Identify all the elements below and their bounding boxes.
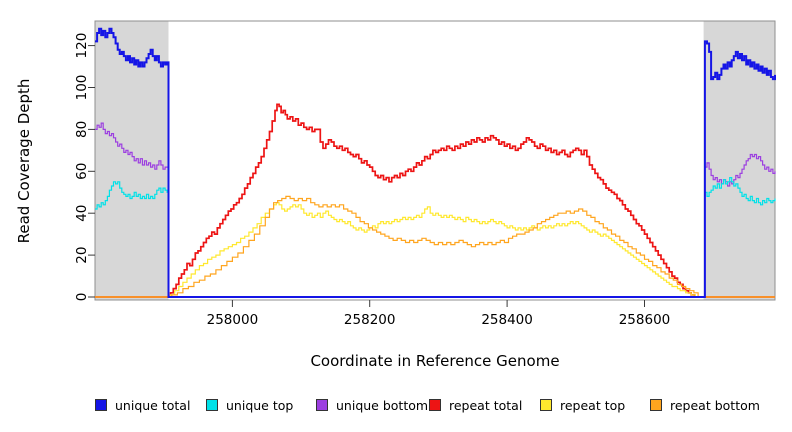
legend-item-unique-top: unique top <box>206 397 293 413</box>
legend-item-repeat-total: repeat total <box>429 397 522 413</box>
legend-swatch-unique-total <box>95 399 107 411</box>
legend-swatch-unique-bottom <box>316 399 328 411</box>
legend-swatch-repeat-top <box>540 399 552 411</box>
unique-region-left <box>95 21 169 300</box>
legend-swatch-unique-top <box>206 399 218 411</box>
legend-item-repeat-top: repeat top <box>540 397 625 413</box>
legend-item-unique-bottom: unique bottom <box>316 397 428 413</box>
x-tick-label: 258000 <box>207 312 259 328</box>
y-axis-title: Read Coverage Depth <box>15 78 33 244</box>
series-repeat-bottom-line <box>95 195 775 298</box>
y-tick-label: 80 <box>74 121 90 138</box>
y-tick-label: 120 <box>74 33 90 59</box>
series-unique-total-line <box>95 27 776 298</box>
legend-label-repeat-bottom: repeat bottom <box>670 397 760 413</box>
legend-label-unique-total: unique total <box>115 397 191 413</box>
y-tick-label: 100 <box>74 75 90 101</box>
legend-swatch-repeat-total <box>429 399 441 411</box>
legend: unique total unique top unique bottom repea… <box>0 397 792 417</box>
x-tick-label: 258200 <box>344 312 396 328</box>
legend-swatch-repeat-bottom <box>650 399 662 411</box>
y-tick-label: 60 <box>74 163 90 180</box>
series-unique-bottom-line <box>95 122 776 298</box>
y-tick-label: 20 <box>74 247 90 264</box>
legend-item-unique-total: unique total <box>95 397 190 413</box>
x-tick-label: 258400 <box>481 312 533 328</box>
legend-label-unique-top: unique top <box>226 397 294 413</box>
x-axis-title: Coordinate in Reference Genome <box>310 352 560 370</box>
legend-item-repeat-bottom: repeat bottom <box>650 397 760 413</box>
y-tick-label: 40 <box>74 205 90 222</box>
plot-box <box>94 20 776 301</box>
unique-region-right <box>703 21 775 300</box>
y-tick-label: 0 <box>74 293 90 302</box>
legend-label-repeat-top: repeat top <box>560 397 626 413</box>
series-repeat-total-line <box>95 103 775 298</box>
legend-label-repeat-total: repeat total <box>449 397 523 413</box>
legend-label-unique-bottom: unique bottom <box>336 397 429 413</box>
series-repeat-top-line <box>95 202 775 298</box>
x-tick-label: 258600 <box>619 312 671 328</box>
